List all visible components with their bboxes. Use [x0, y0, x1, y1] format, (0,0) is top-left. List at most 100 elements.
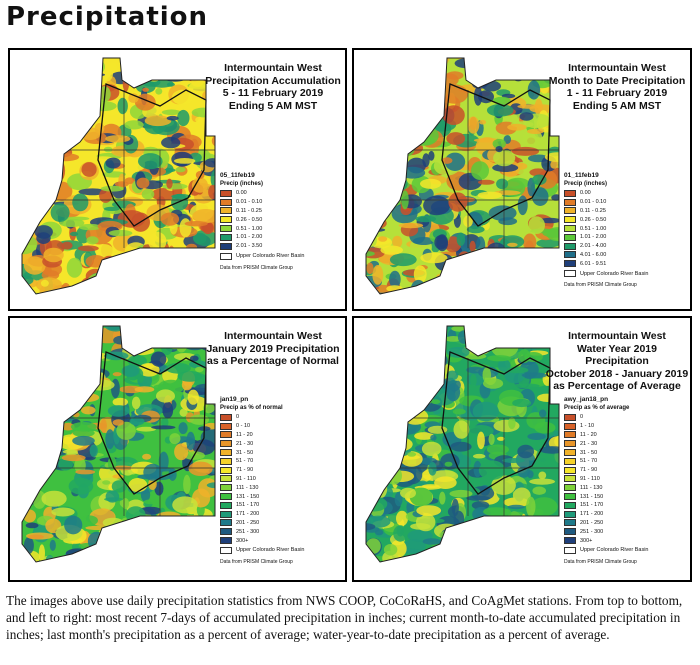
region-map — [21, 57, 216, 295]
legend-swatch — [220, 475, 232, 483]
legend-label: 0.01 - 0.10 — [236, 199, 263, 206]
legend: 01_11feb19 Precip (inches) 0.00 0.01 - 0.10… — [564, 172, 648, 288]
data-source-note: Data from PRISM Climate Group — [564, 558, 637, 565]
legend-label: 1 - 10 — [580, 423, 595, 430]
legend-item: 91 - 110 — [564, 475, 648, 484]
legend-label: 300+ — [236, 537, 249, 544]
legend-label: 4.01 - 6.00 — [580, 251, 607, 258]
caption: The images above use daily precipitation… — [6, 593, 683, 642]
legend-label: 11 - 20 — [236, 431, 253, 438]
legend-item: 0.26 - 0.50 — [220, 215, 304, 224]
legend-swatch — [220, 198, 232, 206]
legend-swatch — [564, 270, 576, 278]
legend-item: 0 — [220, 413, 304, 422]
legend-layer-name: 05_11feb19 — [220, 172, 255, 179]
legend-swatch — [220, 216, 232, 224]
legend-unit: Precip (inches) — [564, 181, 608, 187]
legend-item: 11 - 20 — [564, 431, 648, 440]
legend-swatch — [564, 260, 576, 268]
legend-swatch — [220, 501, 232, 509]
panel-title: Intermountain West Water Year 2019 Precip… — [545, 330, 689, 392]
legend-item: 2.01 - 3.50 — [220, 242, 304, 251]
legend-label: 31 - 50 — [236, 449, 254, 456]
legend-label: 251 - 300 — [580, 528, 604, 535]
page-title: Precipitation — [6, 2, 209, 32]
legend-item: 0.11 - 0.25 — [564, 207, 648, 216]
legend-swatch — [220, 413, 232, 421]
legend-item: 151 - 170 — [220, 501, 304, 510]
legend-swatch — [564, 466, 576, 474]
legend-item: 111 - 130 — [564, 483, 648, 492]
legend-swatch — [564, 422, 576, 430]
legend-swatch — [564, 449, 576, 457]
legend-label: 131 - 150 — [236, 493, 260, 500]
water-year-percent-average-panel: Intermountain West Water Year 2019 Precip… — [352, 316, 692, 582]
legend-item: 111 - 130 — [220, 483, 304, 492]
legend-label: 0.11 - 0.25 — [236, 207, 262, 214]
legend-swatch — [564, 225, 576, 233]
legend-swatch — [220, 422, 232, 430]
panel-title: Intermountain West Precipitation Accumula… — [205, 62, 341, 112]
legend-label: Upper Colorado River Basin — [236, 253, 305, 260]
legend-item: 171 - 200 — [220, 510, 304, 519]
legend-label: 171 - 200 — [580, 511, 604, 518]
legend-basin-item: Upper Colorado River Basin — [220, 252, 305, 260]
legend-label: 171 - 200 — [236, 511, 260, 518]
legend-label: 2.01 - 3.50 — [236, 243, 263, 250]
legend-label: 0.11 - 0.25 — [580, 207, 606, 214]
legend-swatch — [220, 519, 232, 527]
legend-item: 0.51 - 1.00 — [564, 224, 648, 233]
legend-label: 0.51 - 1.00 — [236, 225, 263, 232]
legend-item: 0.01 - 0.10 — [564, 198, 648, 207]
legend-label: 6.01 - 9.51 — [580, 260, 607, 267]
legend-item: 1.01 - 2.00 — [220, 233, 304, 242]
legend-unit: Precip as % of average — [564, 405, 630, 411]
legend-swatch — [564, 198, 576, 206]
legend-swatch — [220, 510, 232, 518]
legend-label: 31 - 50 — [580, 449, 598, 456]
legend-layer-name: jan19_pn — [220, 396, 249, 403]
legend-label: 0.51 - 1.00 — [580, 225, 607, 232]
legend-swatch — [564, 501, 576, 509]
legend-item: 201 - 250 — [220, 519, 304, 528]
legend-label: 300+ — [580, 537, 593, 544]
legend-label: 51 - 70 — [580, 458, 598, 465]
legend-swatch — [564, 510, 576, 518]
legend-label: 251 - 300 — [236, 528, 260, 535]
legend-swatch — [220, 537, 232, 545]
legend-swatch — [220, 440, 232, 448]
legend-label: Upper Colorado River Basin — [580, 270, 649, 277]
legend-item: 0.51 - 1.00 — [220, 224, 304, 233]
legend-item: 51 - 70 — [220, 457, 304, 466]
region-map — [21, 325, 216, 563]
legend-basin-item: Upper Colorado River Basin — [220, 546, 304, 554]
panel-title: Intermountain West Month to Date Precipit… — [548, 62, 686, 112]
legend-label: 0.26 - 0.50 — [580, 216, 607, 223]
legend-swatch — [220, 431, 232, 439]
legend-label: 131 - 150 — [580, 493, 604, 500]
legend-swatch — [220, 189, 232, 197]
legend-item: 1.01 - 2.00 — [564, 233, 648, 242]
basin-outline — [97, 83, 207, 227]
legend-swatch — [564, 546, 576, 554]
legend-item: 131 - 150 — [220, 492, 304, 501]
data-source-note: Data from PRISM Climate Group — [220, 558, 293, 565]
legend-label: Upper Colorado River Basin — [580, 547, 649, 554]
region-map — [365, 57, 560, 295]
panel-title: Intermountain West January 2019 Precipita… — [206, 330, 340, 367]
legend-item: 0.00 — [564, 189, 648, 198]
data-source-note: Data from PRISM Climate Group — [220, 264, 293, 271]
legend-item: 0 - 10 — [220, 422, 304, 431]
legend-item: 0.01 - 0.10 — [220, 198, 304, 207]
legend-label: 0.01 - 0.10 — [580, 199, 607, 206]
legend-swatch — [220, 225, 232, 233]
legend-label: 2.01 - 4.00 — [580, 243, 607, 250]
region-map — [365, 325, 560, 563]
basin-outline — [97, 351, 207, 495]
legend-item: 2.01 - 4.00 — [564, 242, 648, 251]
legend-item: 51 - 70 — [564, 457, 648, 466]
legend-swatch — [220, 528, 232, 536]
legend-item: 21 - 30 — [564, 439, 648, 448]
legend-layer-name: 01_11feb19 — [564, 172, 599, 179]
month-to-date-panel: Intermountain West Month to Date Precipit… — [352, 48, 692, 311]
